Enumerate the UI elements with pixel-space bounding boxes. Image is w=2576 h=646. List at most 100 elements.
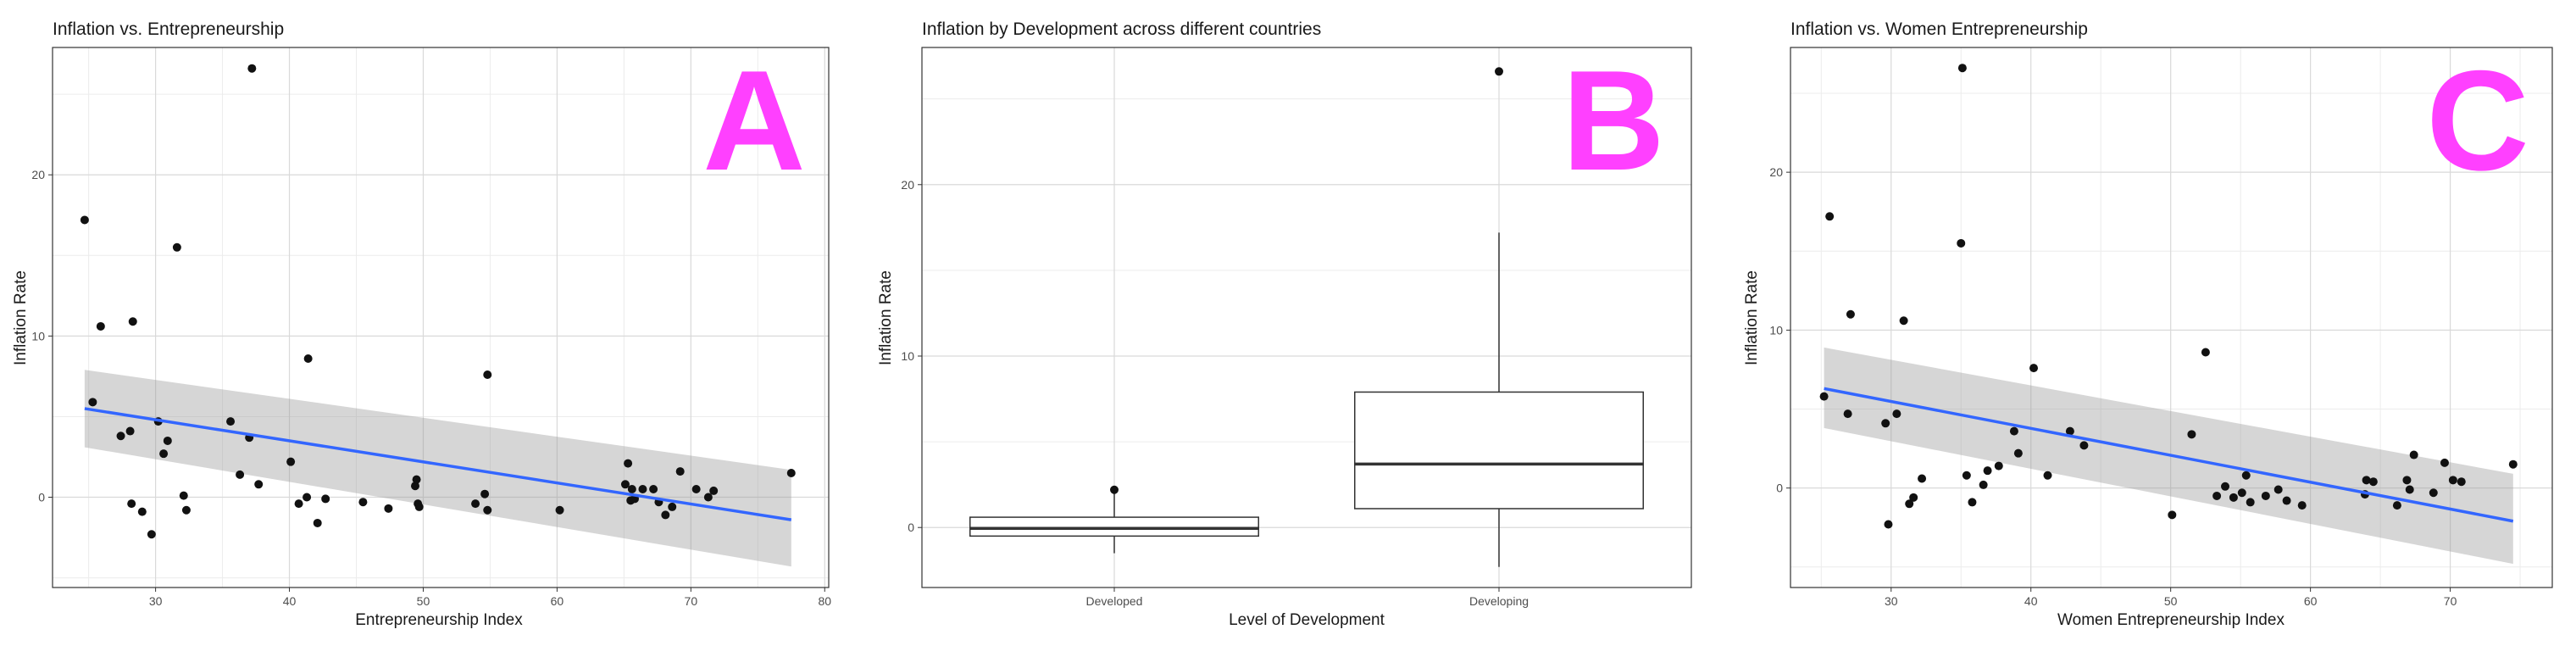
panel-a-y-tick-label: 0: [38, 491, 45, 504]
panel-b: Inflation by Development across differen…: [877, 19, 1385, 629]
panel-a-confidence-band: [84, 370, 791, 567]
panel-a-data-point: [675, 467, 685, 476]
panel-c-data-point: [1909, 493, 1918, 502]
panel-b-x-axis-title: Level of Development: [1229, 611, 1385, 629]
panel-a-y-tick-label: 10: [31, 329, 45, 342]
panel-c-data-point: [2362, 476, 2371, 485]
panel-a-letter-label: A: [702, 41, 805, 200]
panel-a-title: Inflation vs. Entrepreneurship: [53, 19, 284, 39]
panel-c-data-point: [1846, 309, 1855, 319]
panel-c-data-point: [2201, 348, 2210, 357]
panel-a-data-point: [624, 459, 633, 468]
panel-c-data-point: [2297, 501, 2307, 510]
panel-b-y-tick-label: 10: [901, 349, 914, 363]
panel-a: Inflation vs. Entrepreneurship Entrepren…: [12, 19, 523, 629]
panel-a-data-point: [786, 468, 796, 477]
panel-a-data-point: [116, 432, 125, 441]
panel-c-data-point: [2457, 477, 2466, 487]
panel-c-data-point: [2409, 450, 2418, 459]
panel-a-data-point: [620, 480, 630, 489]
panel-c-data-point: [2229, 493, 2238, 502]
panel-c-data-point: [2405, 485, 2414, 494]
panel-c-data-point: [2212, 491, 2222, 500]
panel-a-x-axis-title: Entrepreneurship Index: [355, 611, 523, 629]
panel-c-data-point: [2065, 426, 2074, 436]
panel-a-data-point: [313, 518, 322, 527]
panel-b-outlier-point: [1495, 67, 1503, 76]
panel-a-data-point: [226, 417, 236, 426]
panel-b-plot-border: [921, 47, 1692, 588]
panel-c-data-point: [2079, 441, 2089, 450]
panel-a-data-point: [483, 370, 492, 380]
panel-a-x-tick-label: 40: [283, 594, 297, 608]
panel-c-data-point: [2368, 477, 2378, 487]
panel-c-data-point: [1994, 461, 2003, 471]
panel-c-data-point: [2246, 498, 2255, 507]
panel-a-data-point: [414, 502, 424, 511]
panel-c-data-point: [2043, 471, 2052, 480]
panel-b-x-tick-label: Developing: [1469, 594, 1529, 608]
panel-b-y-tick-label: 0: [908, 521, 914, 534]
panel-c-data-point: [2237, 488, 2246, 498]
panel-a-data-point: [668, 502, 677, 511]
panel-a-data-point: [236, 470, 245, 479]
panel-a-data-point: [147, 530, 156, 539]
panel-c-y-tick-label: 10: [1769, 323, 1783, 337]
panel-c-data-point: [2440, 458, 2449, 467]
panel-c-data-point: [1881, 419, 1890, 428]
panel-c-data-point: [2241, 471, 2251, 480]
panel-c-data-point: [2013, 448, 2023, 458]
panel-c-data-point: [1825, 212, 1835, 221]
panel-a-x-tick-label: 70: [685, 594, 698, 608]
panel-c-data-point: [2402, 476, 2412, 485]
panel-a-data-point: [410, 482, 419, 491]
panel-c-data-point: [2187, 430, 2196, 439]
panel-a-data-point: [247, 64, 257, 73]
panel-a-data-point: [471, 499, 480, 509]
panel-a-x-tick-label: 50: [417, 594, 430, 608]
panel-c-plot: 0 10 20 30 40 50 60 70 C: [1769, 41, 2553, 608]
panel-c-x-tick-label: 70: [2444, 594, 2457, 608]
panel-a-data-point: [703, 493, 713, 502]
panel-c-data-point: [1905, 499, 1914, 509]
panel-c-x-tick-label: 60: [2304, 594, 2318, 608]
panel-b-x-tick-label: Developed: [1086, 594, 1143, 608]
panel-c-data-point: [2392, 501, 2401, 510]
panel-a-data-point: [709, 486, 719, 495]
panel-a-data-point: [137, 507, 147, 516]
panel-a-y-tick-label: 20: [31, 168, 45, 181]
panel-c-data-point: [1819, 392, 1829, 401]
panel-c-y-tick-label: 20: [1769, 165, 1783, 179]
panel-a-x-tick-label: 60: [551, 594, 564, 608]
panel-a-data-point: [627, 485, 636, 494]
panel-a-data-point: [555, 505, 564, 515]
panel-a-data-point: [179, 491, 188, 500]
panel-a-data-point: [127, 499, 136, 509]
panel-a-data-point: [254, 480, 264, 489]
panel-a-data-point: [480, 489, 490, 498]
panel-a-data-point: [80, 215, 89, 225]
panel-c-x-tick-label: 40: [2024, 594, 2038, 608]
panel-a-data-point: [661, 510, 670, 520]
panel-c-data-point: [1957, 64, 1967, 73]
panel-a-data-point: [294, 499, 303, 509]
panel-a-plot: 0 10 20 30 40 50 60 70 80 A: [31, 41, 831, 608]
panel-a-data-point: [384, 504, 393, 513]
panel-a-data-point: [649, 485, 658, 494]
panel-c-data-point: [2508, 459, 2518, 469]
panel-b-y-axis-title: Inflation Rate: [877, 270, 895, 365]
panel-c-data-point: [1899, 316, 1908, 326]
panel-c-data-point: [1884, 520, 1893, 529]
panel-c-data-point: [2029, 364, 2039, 373]
panel-c-plot-border: [1790, 47, 2553, 588]
panel-c-data-point: [1983, 466, 1992, 476]
panel-a-data-point: [88, 398, 97, 407]
panel-c-data-point: [2221, 482, 2230, 491]
panel-c-data-point: [1962, 471, 1971, 480]
panel-b-outlier-point: [1110, 485, 1119, 494]
panel-c-y-tick-label: 0: [1776, 482, 1783, 495]
panel-c-letter-label: C: [2426, 41, 2529, 200]
panel-a-data-point: [412, 475, 421, 484]
panel-a-plot-border: [52, 47, 830, 588]
